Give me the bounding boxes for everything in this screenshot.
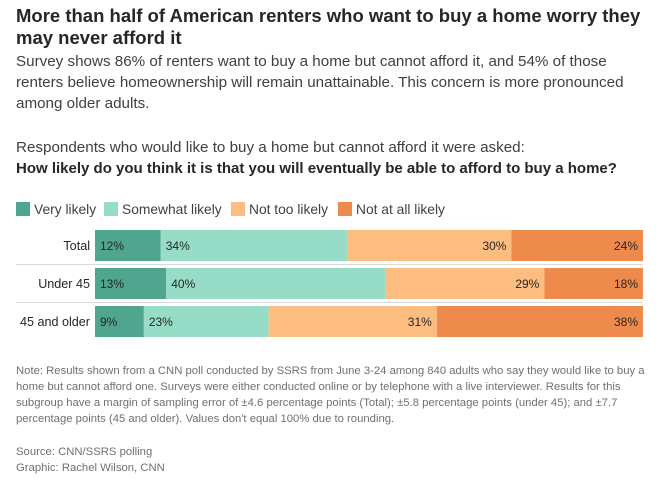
legend-swatch-not-at-all-likely — [338, 202, 352, 216]
data-label-total-very-likely: 12% — [100, 239, 124, 253]
legend-label-very-likely: Very likely — [34, 201, 97, 217]
bar-total-not-too-likely — [347, 230, 512, 261]
graphic-credit: Graphic: Rachel Wilson, CNN — [16, 462, 165, 474]
legend-swatch-somewhat-likely — [104, 202, 118, 216]
legend-item-very-likely: Very likely — [16, 199, 96, 219]
data-label-total-somewhat-likely: 34% — [166, 239, 190, 253]
data-label-total-not-at-all-likely: 24% — [614, 239, 638, 253]
bar-total-very-likely — [95, 230, 161, 261]
bar-45-and-older-not-too-likely — [268, 306, 437, 337]
survey-question: How likely do you think it is that you w… — [16, 160, 617, 177]
bar-45-and-older-somewhat-likely — [143, 306, 269, 337]
data-label-under-45-not-at-all-likely: 18% — [614, 277, 638, 291]
category-label-45-and-older: 45 and older — [20, 315, 90, 329]
data-label-45-and-older-very-likely: 9% — [100, 315, 118, 329]
legend-item-not-at-all-likely: Not at all likely — [338, 199, 445, 219]
bar-under-45-somewhat-likely — [166, 268, 386, 299]
data-label-45-and-older-somewhat-likely: 23% — [149, 315, 173, 329]
legend-label-not-at-all-likely: Not at all likely — [356, 201, 445, 217]
data-label-total-not-too-likely: 30% — [482, 239, 506, 253]
bar-under-45-not-too-likely — [385, 268, 545, 299]
legend-item-somewhat-likely: Somewhat likely — [104, 199, 222, 219]
data-label-under-45-very-likely: 13% — [100, 277, 124, 291]
data-label-45-and-older-not-too-likely: 31% — [408, 315, 432, 329]
data-label-under-45-somewhat-likely: 40% — [171, 277, 195, 291]
stacked-bar-chart: Total 12% 34% 30% 24% Under 45 13% 40% 29% 18% 45 … — [16, 230, 643, 337]
bar-under-45-not-at-all-likely — [544, 268, 643, 299]
legend-swatch-very-likely — [16, 202, 30, 216]
chart-subtitle: Survey shows 86% of renters want to buy … — [16, 53, 624, 112]
bar-45-and-older-very-likely — [95, 306, 144, 337]
bar-total-somewhat-likely — [160, 230, 348, 261]
source-credits: Source: CNN/SSRS polling Graphic: Rachel… — [16, 444, 646, 476]
legend-swatch-not-too-likely — [231, 202, 245, 216]
source-line: Source: CNN/SSRS polling — [16, 446, 153, 458]
chart-title: More than half of American renters who w… — [16, 5, 641, 48]
question-intro: Respondents who would like to buy a home… — [16, 139, 525, 156]
legend-label-somewhat-likely: Somewhat likely — [122, 201, 222, 217]
category-label-total: Total — [63, 239, 90, 253]
bar-total-not-at-all-likely — [511, 230, 643, 261]
bar-under-45-very-likely — [95, 268, 167, 299]
category-label-under-45: Under 45 — [38, 277, 90, 291]
bar-45-and-older-not-at-all-likely — [436, 306, 643, 337]
legend-item-not-too-likely: Not too likely — [231, 199, 328, 219]
data-label-45-and-older-not-at-all-likely: 38% — [614, 315, 638, 329]
data-label-under-45-not-too-likely: 29% — [515, 277, 539, 291]
footnote: Note: Results shown from a CNN poll cond… — [16, 365, 645, 425]
legend-label-not-too-likely: Not too likely — [249, 201, 328, 217]
